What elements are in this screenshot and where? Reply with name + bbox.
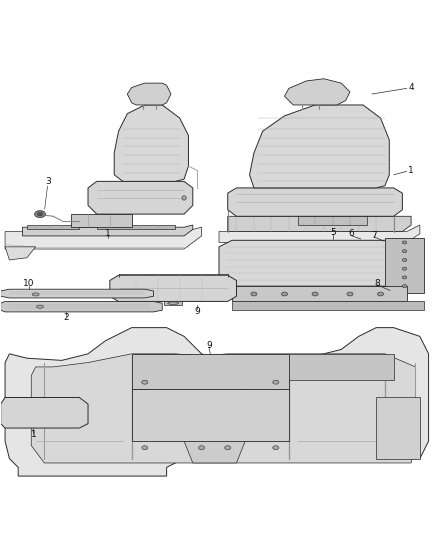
Ellipse shape (142, 380, 148, 384)
Text: 1: 1 (105, 229, 110, 238)
Polygon shape (228, 216, 411, 231)
Polygon shape (110, 275, 237, 302)
Ellipse shape (251, 292, 257, 296)
Ellipse shape (378, 292, 384, 296)
Polygon shape (5, 247, 35, 260)
Text: 4: 4 (408, 83, 414, 92)
Ellipse shape (168, 302, 179, 304)
Polygon shape (22, 225, 193, 236)
Ellipse shape (198, 446, 205, 450)
Ellipse shape (10, 404, 27, 413)
Text: 10: 10 (23, 279, 35, 288)
Text: 2: 2 (64, 313, 69, 322)
Polygon shape (71, 214, 132, 227)
Polygon shape (219, 240, 420, 286)
Polygon shape (5, 227, 201, 249)
Ellipse shape (403, 276, 407, 279)
Polygon shape (1, 302, 162, 312)
Ellipse shape (35, 211, 46, 217)
Polygon shape (31, 354, 416, 463)
Ellipse shape (273, 446, 279, 450)
Polygon shape (232, 302, 424, 310)
Ellipse shape (403, 249, 407, 253)
Text: 9: 9 (194, 306, 200, 316)
Ellipse shape (36, 305, 43, 308)
Polygon shape (385, 238, 424, 293)
Ellipse shape (10, 413, 27, 422)
Ellipse shape (282, 292, 288, 296)
Text: 3: 3 (45, 177, 51, 186)
Polygon shape (132, 354, 289, 389)
Polygon shape (88, 181, 193, 214)
Polygon shape (1, 398, 88, 428)
Text: 5: 5 (331, 228, 336, 237)
Polygon shape (1, 289, 153, 298)
Text: 9: 9 (206, 341, 212, 350)
Ellipse shape (225, 446, 231, 450)
Polygon shape (232, 286, 407, 302)
Polygon shape (250, 105, 389, 188)
Polygon shape (27, 225, 79, 229)
Ellipse shape (403, 259, 407, 262)
Polygon shape (285, 79, 350, 105)
Ellipse shape (37, 212, 42, 216)
Ellipse shape (142, 446, 148, 450)
Ellipse shape (403, 267, 407, 270)
Polygon shape (97, 225, 175, 229)
Polygon shape (228, 188, 403, 216)
Polygon shape (219, 225, 420, 243)
Text: 6: 6 (348, 229, 354, 238)
Polygon shape (297, 216, 367, 225)
Ellipse shape (273, 380, 279, 384)
Text: 1: 1 (31, 430, 36, 439)
Polygon shape (164, 302, 182, 305)
Ellipse shape (403, 241, 407, 244)
Polygon shape (132, 389, 289, 441)
Polygon shape (114, 105, 188, 181)
Text: 1: 1 (408, 166, 414, 175)
Polygon shape (289, 354, 394, 380)
Polygon shape (127, 83, 171, 105)
Ellipse shape (182, 196, 186, 200)
Polygon shape (5, 328, 428, 476)
Ellipse shape (347, 292, 353, 296)
Ellipse shape (403, 285, 407, 288)
Ellipse shape (312, 292, 318, 296)
Polygon shape (376, 398, 420, 458)
Text: 7: 7 (371, 231, 377, 239)
Text: 8: 8 (374, 279, 380, 288)
Polygon shape (184, 362, 245, 463)
Ellipse shape (32, 293, 39, 296)
